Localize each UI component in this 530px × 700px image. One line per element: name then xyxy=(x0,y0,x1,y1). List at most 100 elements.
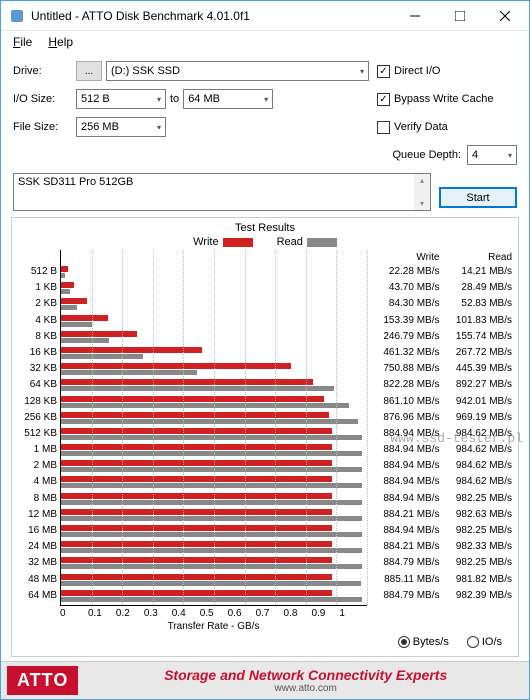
read-value: 982.25 MB/s xyxy=(440,555,513,571)
read-value: 981.82 MB/s xyxy=(440,572,513,588)
read-bar xyxy=(61,354,143,359)
read-bar xyxy=(61,548,362,553)
read-bar xyxy=(61,370,197,375)
chevron-down-icon: ▾ xyxy=(508,151,512,160)
read-value: 52.83 MB/s xyxy=(440,296,513,312)
write-value: 885.11 MB/s xyxy=(367,572,440,588)
scrollbar[interactable]: ▴▾ xyxy=(414,174,430,210)
write-value: 750.88 MB/s xyxy=(367,361,440,377)
read-value: 28.49 MB/s xyxy=(440,280,513,296)
read-value: 101.83 MB/s xyxy=(440,313,513,329)
bypass-checkbox[interactable]: ✓ xyxy=(377,93,390,106)
direct-io-label: Direct I/O xyxy=(394,65,440,77)
footer-url: www.atto.com xyxy=(88,683,523,694)
read-bar xyxy=(61,597,362,602)
verify-checkbox[interactable] xyxy=(377,121,390,134)
legend: Write Read xyxy=(18,236,512,248)
footer-tagline: Storage and Network Connectivity Experts xyxy=(88,667,523,683)
write-value: 884.21 MB/s xyxy=(367,539,440,555)
read-value: 982.63 MB/s xyxy=(440,507,513,523)
menu-file[interactable]: File xyxy=(7,33,38,51)
menu-help[interactable]: Help xyxy=(42,33,79,51)
app-icon xyxy=(9,8,25,24)
write-bar xyxy=(61,396,324,402)
footer: ATTO Storage and Network Connectivity Ex… xyxy=(1,661,529,699)
to-label: to xyxy=(170,93,179,105)
write-value: 84.30 MB/s xyxy=(367,296,440,312)
window-title: Untitled - ATTO Disk Benchmark 4.01.0f1 xyxy=(31,9,392,23)
read-value: 892.27 MB/s xyxy=(440,377,513,393)
chevron-down-icon: ▾ xyxy=(157,123,161,132)
read-value: 982.25 MB/s xyxy=(440,523,513,539)
file-size-label: File Size: xyxy=(13,121,68,133)
write-bar xyxy=(61,428,332,434)
menubar: File Help xyxy=(1,31,529,53)
write-bar xyxy=(61,557,332,563)
write-value: 822.28 MB/s xyxy=(367,377,440,393)
bar-chart xyxy=(60,250,367,606)
write-bar xyxy=(61,493,332,499)
write-value: 884.94 MB/s xyxy=(367,491,440,507)
write-bar xyxy=(61,509,332,515)
file-size-combo[interactable]: 256 MB ▾ xyxy=(76,117,166,137)
drive-combo[interactable]: (D:) SSK SSD ▾ xyxy=(106,61,369,81)
write-value: 884.94 MB/s xyxy=(367,523,440,539)
read-bar xyxy=(61,338,109,343)
bytes-radio[interactable]: Bytes/s xyxy=(398,636,449,648)
file-size-value: 256 MB xyxy=(81,121,119,133)
io-from-combo[interactable]: 512 B ▾ xyxy=(76,89,166,109)
x-axis-label: Transfer Rate - GB/s xyxy=(60,621,367,632)
read-value: 982.39 MB/s xyxy=(440,588,513,604)
read-bar xyxy=(61,516,362,521)
write-value: 246.79 MB/s xyxy=(367,329,440,345)
io-from-value: 512 B xyxy=(81,93,110,105)
write-bar xyxy=(61,525,332,531)
read-bar xyxy=(61,451,362,456)
drive-value: (D:) SSK SSD xyxy=(111,65,180,77)
read-bar xyxy=(61,305,77,310)
write-value: 884.79 MB/s xyxy=(367,555,440,571)
description-textarea[interactable]: SSK SD311 Pro 512GB ▴▾ xyxy=(13,173,431,211)
write-bar xyxy=(61,363,291,369)
unit-radios: Bytes/s IO/s xyxy=(18,632,512,650)
write-value: 876.96 MB/s xyxy=(367,410,440,426)
drive-label: Drive: xyxy=(13,65,68,77)
qd-value: 4 xyxy=(472,149,478,161)
chevron-down-icon: ▾ xyxy=(157,95,161,104)
browse-button[interactable]: ... xyxy=(76,61,102,81)
write-bar xyxy=(61,574,332,580)
read-bar xyxy=(61,564,362,569)
start-button[interactable]: Start xyxy=(439,187,517,208)
read-value: 445.39 MB/s xyxy=(440,361,513,377)
close-button[interactable] xyxy=(482,1,527,30)
io-to-combo[interactable]: 64 MB▾ xyxy=(183,89,273,109)
write-bar xyxy=(61,315,108,321)
read-value: 982.25 MB/s xyxy=(440,491,513,507)
read-value: 984.62 MB/s xyxy=(440,474,513,490)
maximize-button[interactable] xyxy=(437,1,482,30)
results-title: Test Results xyxy=(18,222,512,234)
write-bar xyxy=(61,444,332,450)
write-value: 884.94 MB/s xyxy=(367,458,440,474)
read-bar xyxy=(61,435,362,440)
write-bar xyxy=(61,331,137,337)
chevron-down-icon: ▾ xyxy=(360,67,364,76)
read-value: 14.21 MB/s xyxy=(440,264,513,280)
read-bar xyxy=(61,467,362,472)
direct-io-checkbox[interactable]: ✓ xyxy=(377,65,390,78)
ios-radio[interactable]: IO/s xyxy=(467,636,502,648)
write-bar xyxy=(61,412,329,418)
io-size-label: I/O Size: xyxy=(13,93,68,105)
read-value: 155.74 MB/s xyxy=(440,329,513,345)
write-value: 884.79 MB/s xyxy=(367,588,440,604)
read-bar xyxy=(61,289,70,294)
read-bar xyxy=(61,322,92,327)
read-value: 984.62 MB/s xyxy=(440,458,513,474)
read-bar xyxy=(61,419,358,424)
qd-combo[interactable]: 4▾ xyxy=(467,145,517,165)
y-axis-labels: 512 B1 KB2 KB4 KB8 KB16 KB32 KB64 KB128 … xyxy=(18,250,60,632)
write-value: 43.70 MB/s xyxy=(367,280,440,296)
write-header: Write xyxy=(367,250,440,264)
minimize-button[interactable] xyxy=(392,1,437,30)
write-value: 153.39 MB/s xyxy=(367,313,440,329)
